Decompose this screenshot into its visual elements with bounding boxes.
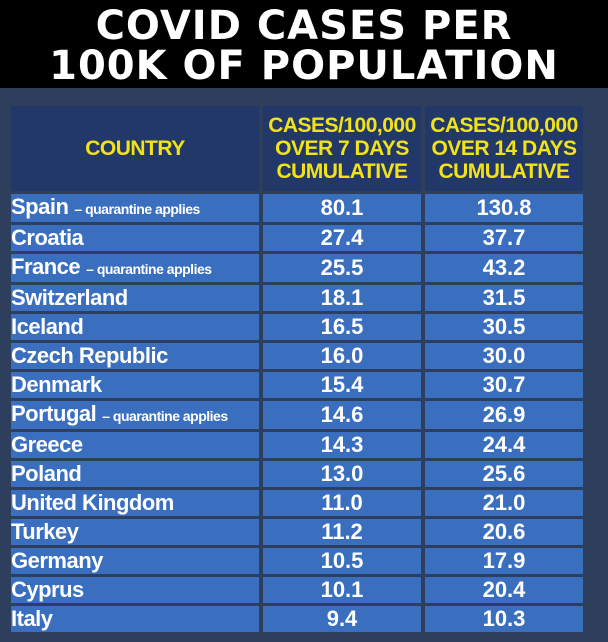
table-row: Turkey 11.2 20.6 xyxy=(11,519,583,545)
country-name: Spain xyxy=(11,194,69,219)
country-cell: Czech Republic xyxy=(11,343,259,369)
value-14-days: 26.9 xyxy=(425,401,583,429)
country-cell: Italy xyxy=(11,606,259,632)
table-row: Germany 10.5 17.9 xyxy=(11,548,583,574)
value-7-days: 11.2 xyxy=(263,519,421,545)
header-14-line-3: CUMULATIVE xyxy=(438,160,570,183)
country-cell: Denmark xyxy=(11,372,259,398)
title-line-1: COVID CASES PER xyxy=(95,3,513,49)
header-7-line-2: OVER 7 DAYS xyxy=(275,137,409,160)
value-14-days: 130.8 xyxy=(425,194,583,222)
value-14-days: 20.6 xyxy=(425,519,583,545)
value-14-days: 37.7 xyxy=(425,225,583,251)
value-14-days: 30.5 xyxy=(425,314,583,340)
value-7-days: 14.3 xyxy=(263,432,421,458)
quarantine-note: – quarantine applies xyxy=(102,408,228,424)
country-cell: Portugal – quarantine applies xyxy=(11,401,259,429)
country-name: Poland xyxy=(11,461,82,486)
table-row: Cyprus 10.1 20.4 xyxy=(11,577,583,603)
country-name: Czech Republic xyxy=(11,343,168,368)
country-cell: Switzerland xyxy=(11,285,259,311)
value-7-days: 25.5 xyxy=(263,254,421,282)
value-7-days: 9.4 xyxy=(263,606,421,632)
value-14-days: 21.0 xyxy=(425,490,583,516)
table-body: Spain – quarantine applies 80.1 130.8 Croati… xyxy=(11,194,583,632)
country-name: Iceland xyxy=(11,314,84,339)
country-cell: Turkey xyxy=(11,519,259,545)
country-cell: France – quarantine applies xyxy=(11,254,259,282)
value-14-days: 24.4 xyxy=(425,432,583,458)
value-7-days: 18.1 xyxy=(263,285,421,311)
table-row: France – quarantine applies 25.5 43.2 xyxy=(11,254,583,282)
country-name: Turkey xyxy=(11,519,79,544)
header-14-line-2: OVER 14 DAYS xyxy=(431,137,577,160)
header-7-line-3: CUMULATIVE xyxy=(276,160,408,183)
table-row: Poland 13.0 25.6 xyxy=(11,461,583,487)
page-title: COVID CASES PER 100K OF POPULATION xyxy=(0,0,608,88)
value-7-days: 10.5 xyxy=(263,548,421,574)
quarantine-note: – quarantine applies xyxy=(74,201,200,217)
header-country: COUNTRY xyxy=(11,106,259,191)
table-row: Czech Republic 16.0 30.0 xyxy=(11,343,583,369)
value-7-days: 13.0 xyxy=(263,461,421,487)
value-7-days: 80.1 xyxy=(263,194,421,222)
table-row: Italy 9.4 10.3 xyxy=(11,606,583,632)
header-14-line-1: CASES/100,000 xyxy=(430,114,578,137)
title-line-2: 100K OF POPULATION xyxy=(49,43,559,89)
country-name: Cyprus xyxy=(11,577,84,602)
country-cell: Iceland xyxy=(11,314,259,340)
country-cell: Germany xyxy=(11,548,259,574)
value-7-days: 14.6 xyxy=(263,401,421,429)
country-name: Portugal xyxy=(11,401,97,426)
header-7-days: CASES/100,000 OVER 7 DAYS CUMULATIVE xyxy=(263,106,421,191)
value-14-days: 31.5 xyxy=(425,285,583,311)
country-name: Greece xyxy=(11,432,83,457)
quarantine-note: – quarantine applies xyxy=(86,261,212,277)
country-name: Italy xyxy=(11,606,53,631)
table-row: United Kingdom 11.0 21.0 xyxy=(11,490,583,516)
table-row: Spain – quarantine applies 80.1 130.8 xyxy=(11,194,583,222)
value-7-days: 16.5 xyxy=(263,314,421,340)
value-14-days: 30.0 xyxy=(425,343,583,369)
table-row: Greece 14.3 24.4 xyxy=(11,432,583,458)
value-14-days: 43.2 xyxy=(425,254,583,282)
country-name: France xyxy=(11,254,81,279)
country-cell: United Kingdom xyxy=(11,490,259,516)
value-14-days: 25.6 xyxy=(425,461,583,487)
country-name: United Kingdom xyxy=(11,490,174,515)
value-7-days: 15.4 xyxy=(263,372,421,398)
country-cell: Greece xyxy=(11,432,259,458)
value-14-days: 10.3 xyxy=(425,606,583,632)
value-7-days: 11.0 xyxy=(263,490,421,516)
table-row: Iceland 16.5 30.5 xyxy=(11,314,583,340)
table-row: Portugal – quarantine applies 14.6 26.9 xyxy=(11,401,583,429)
country-cell: Croatia xyxy=(11,225,259,251)
country-name: Switzerland xyxy=(11,285,128,310)
value-14-days: 30.7 xyxy=(425,372,583,398)
table-row: Croatia 27.4 37.7 xyxy=(11,225,583,251)
value-7-days: 10.1 xyxy=(263,577,421,603)
table-row: Switzerland 18.1 31.5 xyxy=(11,285,583,311)
country-cell: Spain – quarantine applies xyxy=(11,194,259,222)
value-7-days: 16.0 xyxy=(263,343,421,369)
header-row: COUNTRY CASES/100,000 OVER 7 DAYS CUMULA… xyxy=(11,106,583,191)
value-14-days: 17.9 xyxy=(425,548,583,574)
table-row: Denmark 15.4 30.7 xyxy=(11,372,583,398)
country-name: Germany xyxy=(11,548,103,573)
covid-table: COUNTRY CASES/100,000 OVER 7 DAYS CUMULA… xyxy=(7,103,587,635)
country-name: Croatia xyxy=(11,225,84,250)
country-cell: Poland xyxy=(11,461,259,487)
header-14-days: CASES/100,000 OVER 14 DAYS CUMULATIVE xyxy=(425,106,583,191)
header-7-line-1: CASES/100,000 xyxy=(268,114,416,137)
country-name: Denmark xyxy=(11,372,102,397)
value-7-days: 27.4 xyxy=(263,225,421,251)
value-14-days: 20.4 xyxy=(425,577,583,603)
country-cell: Cyprus xyxy=(11,577,259,603)
